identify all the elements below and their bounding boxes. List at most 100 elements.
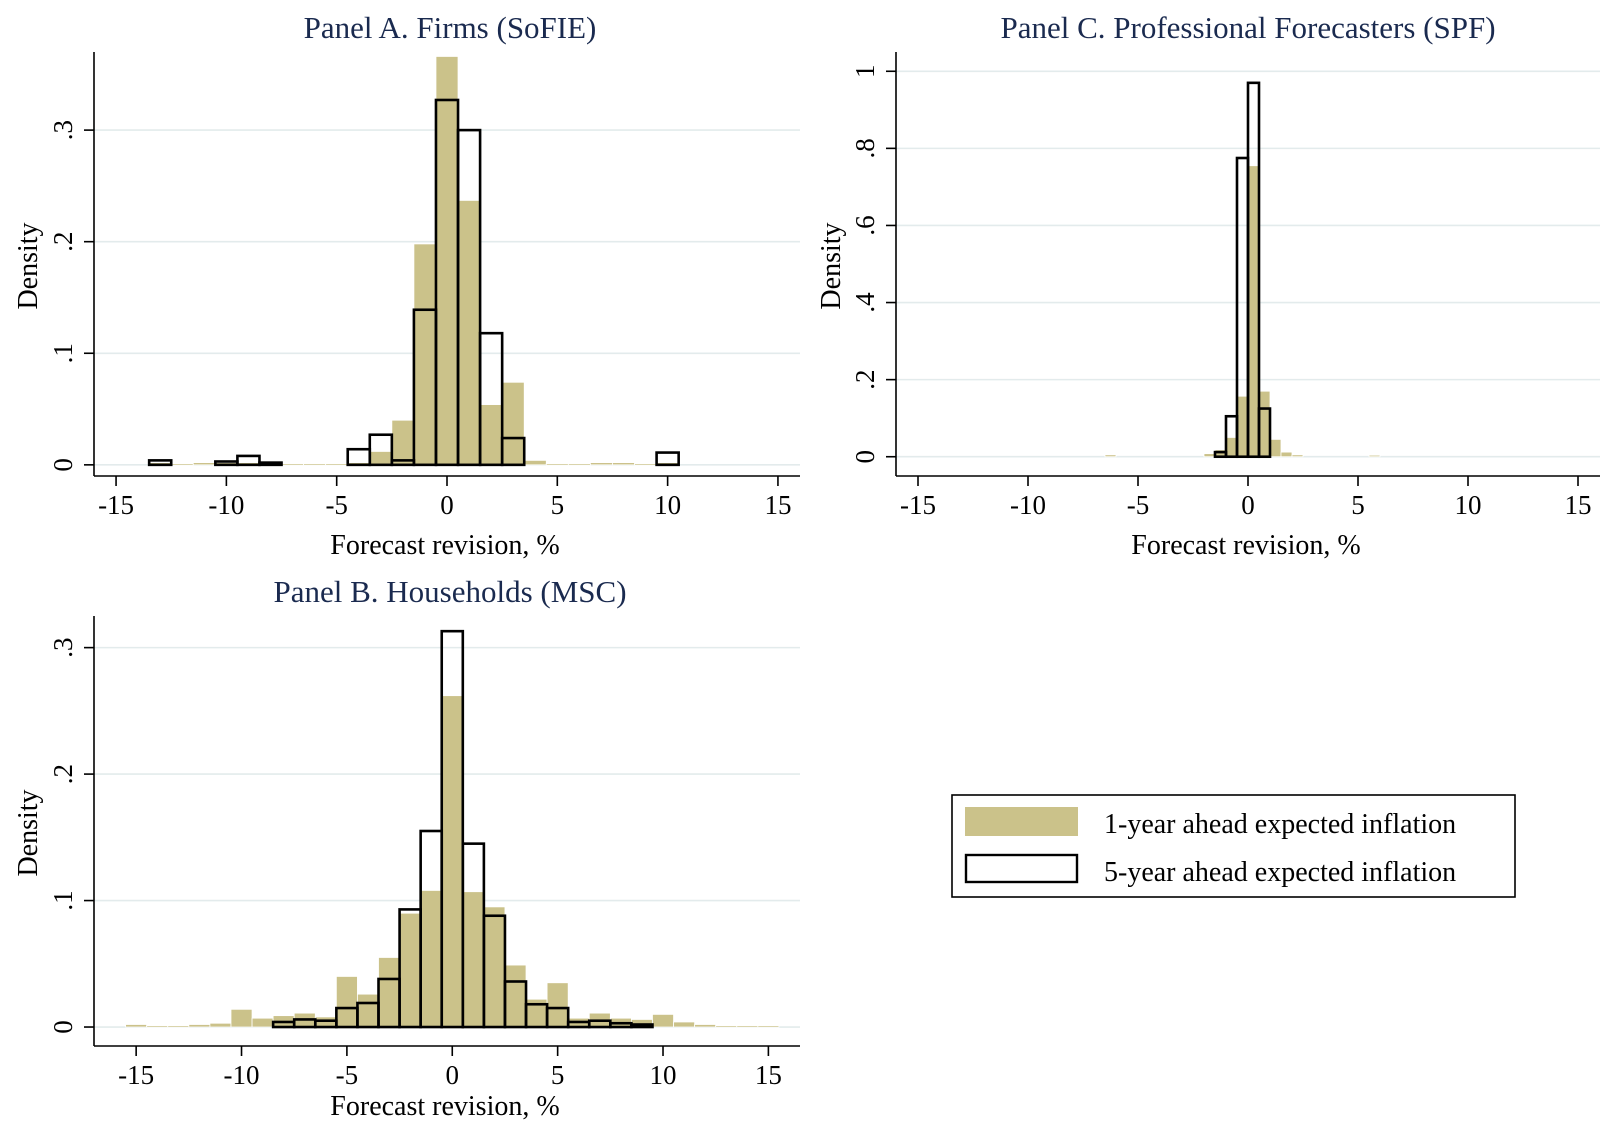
panelB-x-axis-label: Forecast revision, % xyxy=(330,1091,559,1121)
panelB-y-tick-label: 0 xyxy=(48,1020,78,1034)
panelC-bar-1yr xyxy=(1225,437,1238,458)
legend-label-1yr: 1-year ahead expected inflation xyxy=(1104,809,1456,840)
panelC-bar-1yr xyxy=(1280,451,1293,458)
panelC-y-tick-label: 1 xyxy=(850,65,880,79)
panelB-title: Panel B. Households (MSC) xyxy=(273,574,626,609)
panelA-bar-1yr xyxy=(192,462,216,466)
panelA-x-tick-label: 0 xyxy=(440,490,454,520)
panelC-title: Panel C. Professional Forecasters (SPF) xyxy=(1000,10,1495,45)
panelB-bar-1yr xyxy=(167,1025,190,1028)
panel-b-chart: -15 -10 -5 0 5 10 15 0 .1 .2 .3 Panel B. Households… xyxy=(13,574,800,1121)
panelB-x-tick-label: 5 xyxy=(551,1060,565,1090)
panelB-bar-1yr xyxy=(209,1022,232,1028)
panelA-bar-5yr xyxy=(236,454,261,467)
panelB-bar-1yr xyxy=(399,912,422,1028)
panelA-bar-1yr xyxy=(369,451,393,466)
panelB-bar-5yr xyxy=(630,1023,654,1029)
panelC-x-tick-label: -5 xyxy=(1127,490,1150,520)
panelC-bar-1yr xyxy=(1368,454,1381,458)
panelA-bar-5yr xyxy=(456,128,482,467)
panelC-x-tick-label: -15 xyxy=(900,490,936,520)
panelA-bar-5yr xyxy=(500,436,526,467)
panelB-bar-1yr xyxy=(378,957,400,1028)
panel-a-chart: -15 -10 -5 0 5 10 15 0 .1 .2 .3 Panel A. Firms (SoF… xyxy=(13,10,800,561)
panelA-bar-5yr xyxy=(655,451,680,467)
panelB-bar-1yr xyxy=(462,891,485,1028)
panelC-bar-1yr xyxy=(1291,454,1304,458)
panelA-bar-1yr xyxy=(479,404,503,466)
panelB-bar-1yr xyxy=(420,890,443,1028)
panelA-bar-1yr xyxy=(590,462,613,466)
legend: 1-year ahead expected inflation 5-year a… xyxy=(951,794,1516,898)
panelB-bar-5yr xyxy=(482,914,507,1029)
panelC-bar-1yr xyxy=(1247,165,1260,458)
panelA-y-tick-label: .1 xyxy=(48,343,78,363)
panelC-bar-1yr xyxy=(1104,454,1117,458)
panelB-bar-1yr xyxy=(335,976,358,1028)
panelA-bar-1yr xyxy=(523,459,547,466)
panelA-bar-1yr xyxy=(545,463,569,466)
panelA-bar-1yr xyxy=(435,56,459,466)
panelC-bar-1yr xyxy=(1269,438,1282,458)
panelB-bar-1yr xyxy=(483,906,506,1028)
panelB-bar-1yr xyxy=(357,993,379,1028)
panelA-x-axis-label: Forecast revision, % xyxy=(330,530,559,561)
panelB-bar-1yr xyxy=(736,1025,759,1028)
panelC-y-tick-label: .6 xyxy=(850,215,880,235)
panelC-bar-1yr xyxy=(1203,453,1216,458)
panelB-bar-1yr xyxy=(652,1013,674,1028)
panelB-bar-1yr xyxy=(673,1021,696,1028)
panelA-bar-5yr xyxy=(478,331,504,467)
panelC-x-tick-label: 10 xyxy=(1455,490,1482,520)
panelB-x-tick-label: 10 xyxy=(650,1060,677,1090)
panelA-bar-1yr xyxy=(391,419,415,466)
panelB-bar-1yr xyxy=(546,982,569,1028)
panelB-x-tick-label: -10 xyxy=(224,1060,260,1090)
panelC-y-tick-label: 0 xyxy=(850,450,880,464)
panelA-bar-1yr xyxy=(281,463,304,466)
panelA-bar-1yr xyxy=(567,463,591,466)
panelC-x-tick-label: 15 xyxy=(1565,490,1592,520)
panelB-y-tick-label: .2 xyxy=(48,764,78,784)
panelC-x-tick-label: 0 xyxy=(1241,490,1255,520)
panelB-bar-5yr xyxy=(545,1006,570,1029)
panelA-bar-1yr xyxy=(612,462,635,466)
panelA-bar-1yr xyxy=(325,463,349,466)
panelB-bar-1yr xyxy=(441,695,464,1028)
panelB-bar-1yr xyxy=(715,1025,738,1028)
panelA-y-tick-label: 0 xyxy=(48,458,78,472)
panelB-bar-1yr xyxy=(125,1024,148,1028)
panelB-y-tick-label: .3 xyxy=(48,637,78,657)
panelA-bar-1yr xyxy=(457,199,481,466)
panelB-bar-1yr xyxy=(251,1017,274,1028)
panelC-bar-1yr xyxy=(1236,395,1249,458)
panelC-y-axis-label: Density xyxy=(816,222,847,309)
panelC-y-tick-label: .2 xyxy=(850,370,880,390)
panelB-x-tick-label: -5 xyxy=(336,1060,359,1090)
panelA-bar-5yr xyxy=(147,459,173,467)
panelC-x-tick-label: -10 xyxy=(1010,490,1046,520)
panelA-x-tick-label: 5 xyxy=(551,490,565,520)
panelA-x-tick-label: -10 xyxy=(208,490,244,520)
panelB-bar-1yr xyxy=(757,1025,780,1028)
panelA-bar-5yr xyxy=(258,461,283,467)
panelA-bar-1yr xyxy=(634,463,657,466)
panelC-y-tick-label: .8 xyxy=(850,138,880,158)
panelC-bar-5yr xyxy=(1246,81,1261,459)
panelC-y-tick-label: .4 xyxy=(850,292,880,313)
panel-c-chart: -15 -10 -5 0 5 10 15 0 .2 .4 .6 .8 1 Panel C. Profess… xyxy=(816,10,1600,561)
legend-label-5yr: 5-year ahead expected inflation xyxy=(1104,857,1456,888)
legend-swatch-filled xyxy=(965,807,1078,836)
panelA-y-tick-label: .2 xyxy=(48,232,78,252)
panelA-bar-1yr xyxy=(413,243,437,466)
panelB-bar-1yr xyxy=(504,964,527,1028)
panelA-y-tick-label: .3 xyxy=(48,120,78,140)
panelA-bar-1yr xyxy=(501,381,525,466)
panelC-bar-5yr xyxy=(1257,407,1272,459)
panelA-bar-5yr xyxy=(368,433,394,467)
panelB-bar-1yr xyxy=(230,1008,253,1028)
panelC-bar-1yr xyxy=(1258,390,1271,458)
legend-swatch-outline xyxy=(964,853,1079,884)
panelA-x-tick-label: -15 xyxy=(98,490,134,520)
